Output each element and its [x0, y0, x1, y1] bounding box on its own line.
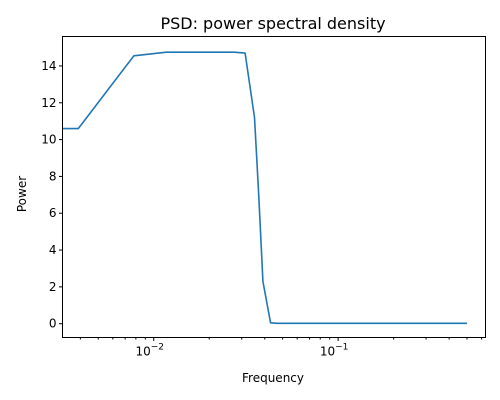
x-tick-label: 10−1	[320, 343, 349, 359]
y-tick-label: 14	[41, 59, 56, 73]
y-tick-label: 2	[49, 280, 57, 294]
psd-series-line	[62, 51, 467, 325]
y-tick-label: 8	[49, 169, 57, 183]
y-tick-label: 12	[41, 96, 56, 110]
y-axis-label: Power	[15, 176, 29, 212]
plot-frame	[62, 36, 486, 338]
y-tick-label: 10	[41, 133, 56, 147]
x-tick-base: 10	[320, 345, 335, 359]
x-tick-exponent: −1	[335, 343, 348, 353]
y-tick-label: 0	[49, 317, 57, 331]
series-layer	[62, 51, 467, 325]
x-tick-base: 10	[135, 345, 150, 359]
y-tick-label: 4	[49, 243, 57, 257]
x-tick-label: 10−2	[135, 343, 164, 359]
y-tick-label: 6	[49, 206, 57, 220]
chart-title: PSD: power spectral density	[160, 14, 385, 33]
x-tick-exponent: −2	[151, 343, 164, 353]
x-axis-label: Frequency	[242, 371, 304, 385]
